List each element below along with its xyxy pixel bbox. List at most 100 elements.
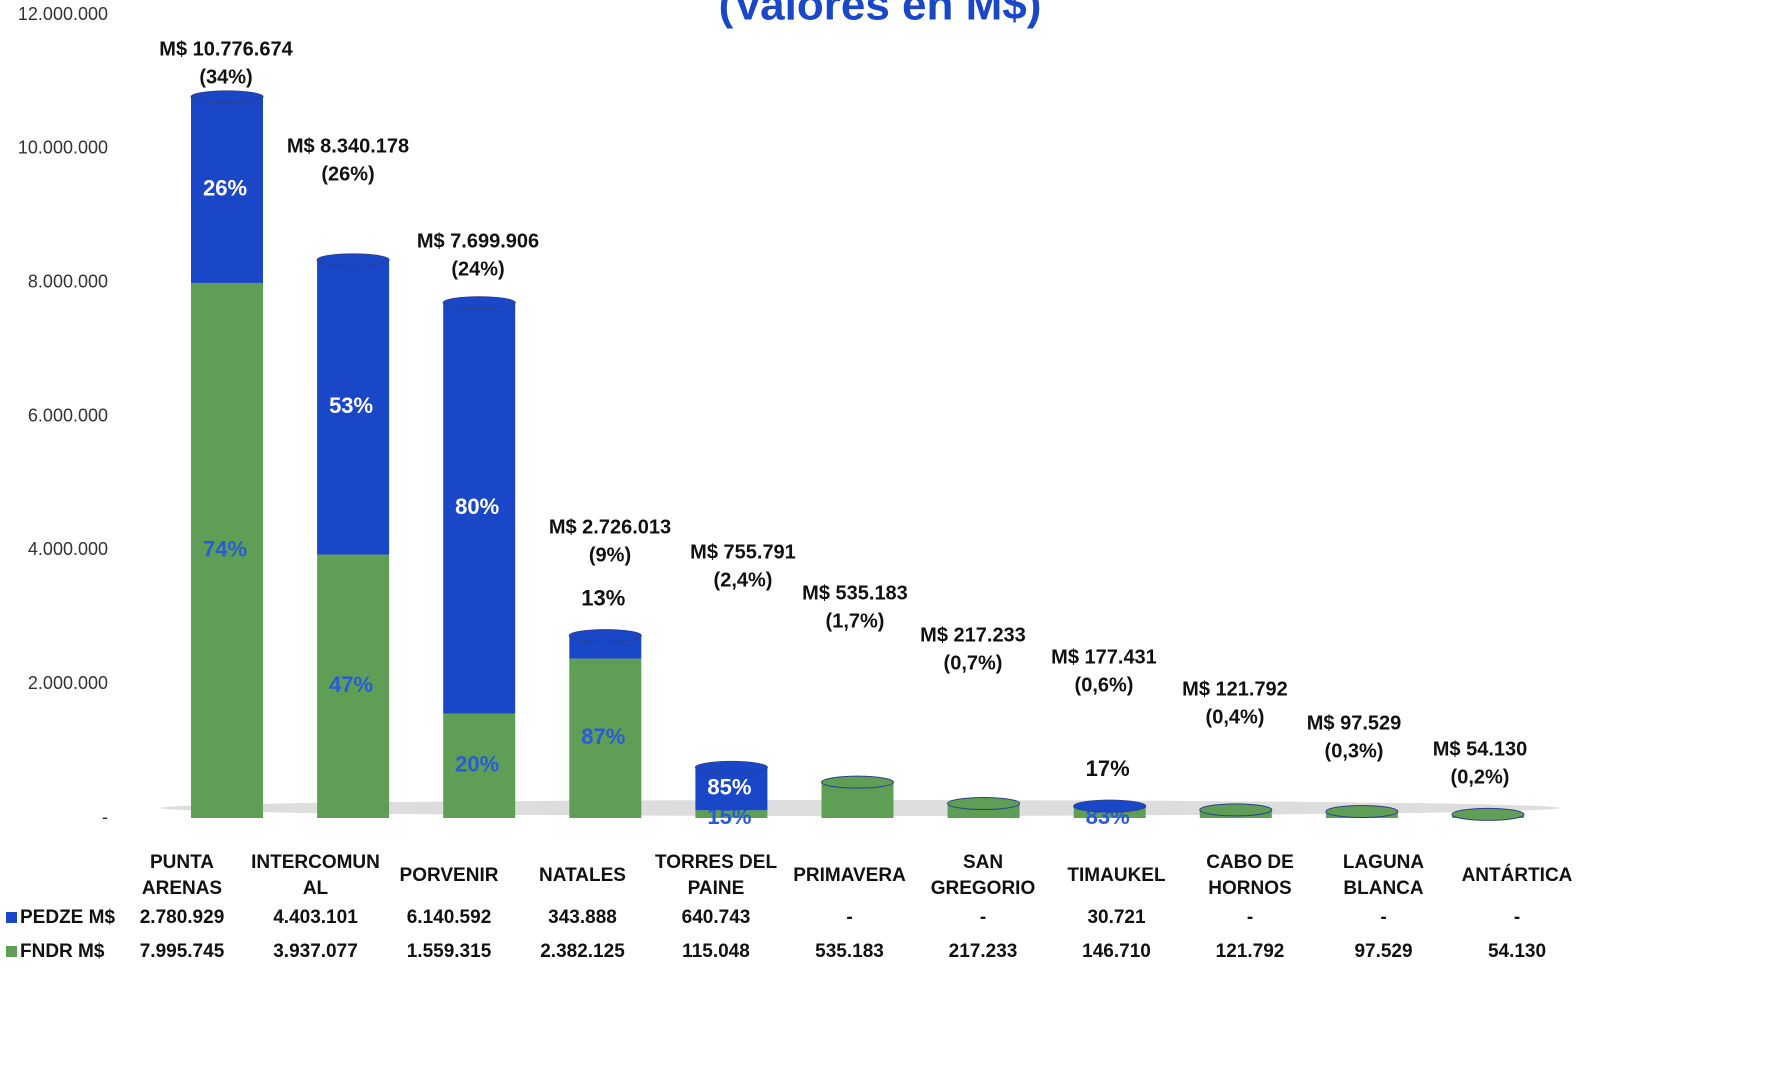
bar-segment <box>317 259 390 555</box>
total-label: M$ 535.183 <box>802 582 908 604</box>
bar-cap <box>694 760 768 774</box>
bar-segment <box>443 713 516 818</box>
table-value: - <box>980 907 986 928</box>
share-label: (0,6%) <box>1075 674 1134 696</box>
total-label: M$ 121.792 <box>1182 678 1288 700</box>
bar-segment <box>191 282 263 818</box>
x-tick-label: NATALES <box>539 865 626 886</box>
table-value: 2.382.125 <box>540 941 625 962</box>
table-value: 2.780.929 <box>140 907 225 928</box>
table-value: 54.130 <box>1488 941 1546 962</box>
table-value: - <box>846 907 852 928</box>
total-label: M$ 7.699.906 <box>417 230 539 252</box>
total-label: M$ 2.726.013 <box>549 516 671 538</box>
table-value: - <box>1380 907 1386 928</box>
x-tick-label: PUNTA ARENAS <box>141 852 223 899</box>
share-label: (0,2%) <box>1451 766 1510 788</box>
table-value: 3.937.077 <box>273 941 358 962</box>
share-label: (24%) <box>451 258 504 280</box>
pct-label: 53% <box>329 393 373 418</box>
bar-cap <box>316 253 390 267</box>
table-value: 217.233 <box>949 941 1018 962</box>
legend-label: FNDR M$ <box>20 941 105 962</box>
legend-label: PEDZE M$ <box>20 907 115 928</box>
bar-segment <box>191 96 263 283</box>
total-label: M$ 54.130 <box>1433 738 1528 760</box>
table-value: 115.048 <box>682 941 750 962</box>
bar-segment <box>569 635 642 659</box>
bar-cap <box>1199 803 1273 817</box>
bar-cap <box>190 90 264 104</box>
total-label: M$ 8.340.178 <box>287 135 409 157</box>
pct-label: 80% <box>455 494 499 519</box>
table-value: 4.403.101 <box>273 907 358 928</box>
bar-cap <box>1325 804 1399 818</box>
total-label: M$ 755.791 <box>690 541 796 563</box>
y-tick-label: 8.000.000 <box>28 271 108 291</box>
bar-segment <box>695 767 768 811</box>
share-label: (9%) <box>589 544 631 566</box>
total-label: M$ 177.431 <box>1051 646 1157 668</box>
x-tick-label: ANTÁRTICA <box>1461 865 1573 886</box>
table-value: 121.792 <box>1216 941 1285 962</box>
share-label: (34%) <box>199 66 252 88</box>
bar-cap <box>1451 807 1525 821</box>
table-value: 535.183 <box>815 941 884 962</box>
y-tick-label: 10.000.000 <box>18 138 108 158</box>
total-label: M$ 10.776.674 <box>159 38 293 60</box>
pct-label: 13% <box>581 585 625 610</box>
table-value: - <box>1514 907 1520 928</box>
bar-cap <box>1073 799 1147 813</box>
pct-label: 20% <box>455 752 499 777</box>
x-tick-label: LAGUNA BLANCA <box>1342 852 1425 899</box>
table-value: 146.710 <box>1082 941 1151 962</box>
share-label: (0,7%) <box>944 652 1003 674</box>
pct-label: 26% <box>203 176 247 201</box>
bar-segment <box>569 658 642 818</box>
pct-label: 47% <box>329 672 373 697</box>
x-tick-label: INTERCOMUN AL <box>251 852 380 899</box>
share-label: (0,4%) <box>1206 706 1265 728</box>
y-tick-label: 6.000.000 <box>28 405 108 425</box>
bar-segment <box>695 810 768 818</box>
x-tick-label: PRIMAVERA <box>793 865 906 886</box>
bar-segment <box>1073 808 1146 818</box>
bar-segment <box>317 554 390 818</box>
table-value: 30.721 <box>1087 907 1146 928</box>
chart-title: (Valores en M$) <box>719 0 1042 30</box>
table-value: 1.559.315 <box>407 941 492 962</box>
legend-swatch <box>6 946 17 957</box>
table-value: 7.995.745 <box>140 941 225 962</box>
table-value: 6.140.592 <box>407 907 492 928</box>
x-tick-label: TIMAUKEL <box>1067 865 1166 886</box>
pct-label: 17% <box>1086 756 1130 781</box>
y-tick-label: - <box>102 807 108 827</box>
y-tick-label: 2.000.000 <box>28 673 108 693</box>
x-tick-label: PORVENIR <box>399 865 499 886</box>
x-tick-label: CABO DE HORNOS <box>1206 852 1294 899</box>
share-label: (2,4%) <box>714 569 773 591</box>
share-label: (0,3%) <box>1325 740 1384 762</box>
x-tick-label: TORRES DEL PAINE <box>654 852 778 899</box>
total-label: M$ 97.529 <box>1307 712 1402 734</box>
table-value: 640.743 <box>682 907 751 928</box>
bar-cap <box>442 296 516 310</box>
pct-label: 85% <box>707 775 751 800</box>
y-tick-label: 12.000.000 <box>18 4 108 24</box>
share-label: (26%) <box>321 163 374 185</box>
bar-cap <box>568 629 642 643</box>
table-value: 97.529 <box>1354 941 1412 962</box>
y-tick-label: 4.000.000 <box>28 539 108 559</box>
legend-swatch <box>6 912 17 923</box>
pct-label: 87% <box>581 724 625 749</box>
table-value: - <box>1247 907 1253 928</box>
bar-cap <box>821 775 894 789</box>
table-value: 343.888 <box>548 907 617 928</box>
bar-segment <box>443 302 516 714</box>
share-label: (1,7%) <box>826 610 885 632</box>
x-tick-label: SAN GREGORIO <box>930 852 1036 899</box>
bar-cap <box>947 796 1021 810</box>
